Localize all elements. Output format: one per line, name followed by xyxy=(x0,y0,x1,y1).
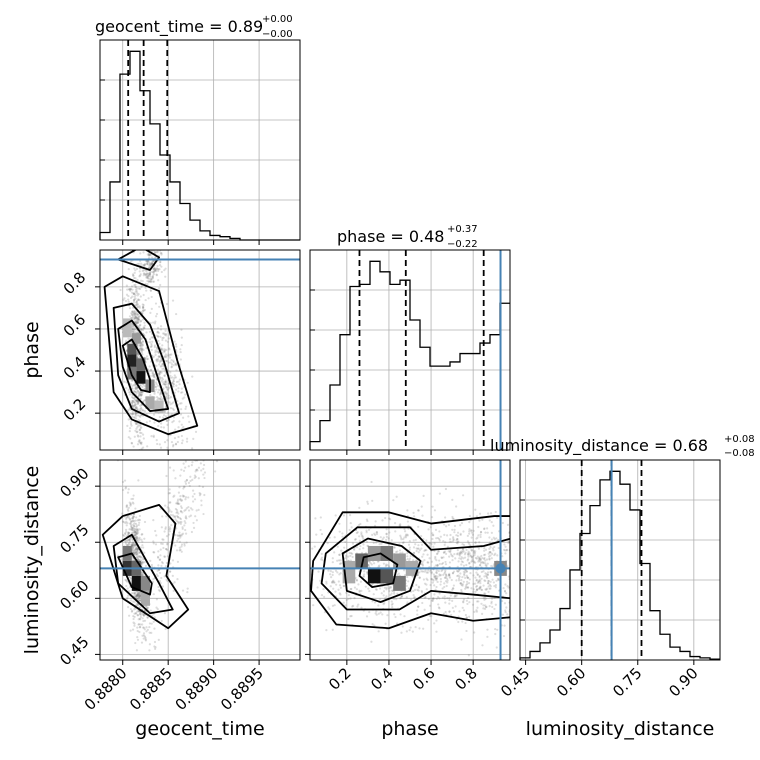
ytick-label-phase-2: 0.6 xyxy=(60,311,90,341)
xtick-label-luminosity_distance-1: 0.60 xyxy=(553,664,589,700)
xlabel-luminosity-distance: luminosity_distance xyxy=(526,718,715,740)
panel-phase-vs-luminosity-distance-contour-3 xyxy=(310,511,510,630)
panel-phase-vs-luminosity-distance-contour-0 xyxy=(358,552,399,589)
ytick-label-luminosity_distance-1: 0.60 xyxy=(56,577,92,613)
xtick-label-luminosity_distance-3: 0.90 xyxy=(665,664,701,700)
xtick-label-phase-1: 0.4 xyxy=(367,664,397,694)
xtick-label-geocent_time-3: 0.8895 xyxy=(217,664,267,714)
ytick-label-phase-1: 0.4 xyxy=(60,353,90,383)
ytick-label-luminosity_distance-0: 0.45 xyxy=(56,633,92,669)
panel-geocent-time-vs-luminosity-distance-contour-0 xyxy=(117,552,153,596)
panel-geocent-time-vs-phase-contour-4 xyxy=(117,250,160,271)
ytick-label-phase-3: 0.8 xyxy=(60,269,90,299)
panel-geocent-time-vs-luminosity-distance-frame xyxy=(99,459,301,661)
panel-geocent-time-vs-phase-content xyxy=(100,250,300,450)
hist-luminosity-distance-frame xyxy=(519,459,721,661)
panel-phase-vs-luminosity-distance-contour-2 xyxy=(320,526,510,611)
hist-geocent-time xyxy=(99,39,301,245)
xtick-label-geocent_time-0: 0.8880 xyxy=(81,664,131,714)
panel-phase-vs-luminosity-distance-contour-1 xyxy=(341,537,422,603)
title-luminosity-distance: luminosity_distance = 0.68 xyxy=(490,436,708,456)
panel-geocent-time-vs-phase-contour-0 xyxy=(121,338,151,394)
panel-phase-vs-luminosity-distance-content xyxy=(310,460,510,660)
xlabel-phase: phase xyxy=(381,718,438,740)
panel-geocent-time-vs-phase-contour-3 xyxy=(103,275,199,436)
hist-luminosity-distance: 0.45 0.60 0.75 0.90 xyxy=(497,459,721,700)
title-phase-plus: +0.37 xyxy=(447,224,478,235)
panel-phase-vs-luminosity-distance: 0.2 0.4 0.6 0.8 xyxy=(305,459,511,694)
ytick-label-phase-0: 0.2 xyxy=(60,395,90,425)
panels: 0.45 0.60 0.75 0.90 0.2 0.4 0.6 0.8 0.88800.8885… xyxy=(56,39,721,714)
panel-geocent-time-vs-luminosity-distance-contour-2 xyxy=(101,503,190,630)
title-geocent-time-minus: −0.00 xyxy=(262,29,293,40)
title-geocent-time: geocent_time = 0.89 xyxy=(95,17,263,37)
xtick-label-phase-0: 0.2 xyxy=(325,664,355,694)
ylabel-phase: phase xyxy=(21,321,43,378)
hist-geocent-time-frame xyxy=(99,39,301,241)
title-geocent-time-plus: +0.00 xyxy=(262,14,293,25)
title-luminosity-distance-plus: +0.08 xyxy=(724,434,755,445)
panel-phase-vs-luminosity-distance-frame xyxy=(309,459,511,661)
panel-geocent-time-vs-phase-frame xyxy=(99,249,301,451)
ytick-label-luminosity_distance-2: 0.75 xyxy=(56,521,92,557)
hist-phase-frame xyxy=(309,249,511,451)
hist-geocent-time-background xyxy=(100,40,300,240)
ylabel-luminosity-distance: luminosity_distance xyxy=(21,466,43,655)
title-phase-minus: −0.22 xyxy=(447,239,478,250)
xtick-label-phase-3: 0.8 xyxy=(451,664,481,694)
xtick-label-luminosity_distance-0: 0.45 xyxy=(497,664,533,700)
title-luminosity-distance-minus: −0.08 xyxy=(724,448,755,459)
hist-luminosity-distance-steps xyxy=(519,470,720,660)
ytick-label-luminosity_distance-3: 0.90 xyxy=(56,464,92,500)
panel-geocent-time-vs-phase-contour-1 xyxy=(117,319,170,412)
title-phase: phase = 0.48 xyxy=(337,227,444,246)
panel-phase-vs-luminosity-distance-truth-point xyxy=(495,563,506,574)
hist-phase xyxy=(309,249,511,455)
panel-geocent-time-vs-phase: 0.2 0.4 0.6 0.8 xyxy=(60,249,301,455)
panel-geocent-time-vs-phase-contour-2 xyxy=(112,302,180,423)
hist-luminosity-distance-background xyxy=(520,460,720,660)
xtick-label-geocent_time-2: 0.8890 xyxy=(172,664,222,714)
xlabel-geocent-time: geocent_time xyxy=(135,718,264,740)
xtick-label-phase-2: 0.6 xyxy=(409,664,439,694)
panel-geocent-time-vs-luminosity-distance-content xyxy=(100,460,300,652)
hist-phase-steps xyxy=(309,260,510,450)
panel-geocent-time-vs-luminosity-distance-background xyxy=(100,460,300,660)
xtick-label-geocent_time-1: 0.8885 xyxy=(126,664,176,714)
xtick-label-luminosity_distance-2: 0.75 xyxy=(609,664,645,700)
